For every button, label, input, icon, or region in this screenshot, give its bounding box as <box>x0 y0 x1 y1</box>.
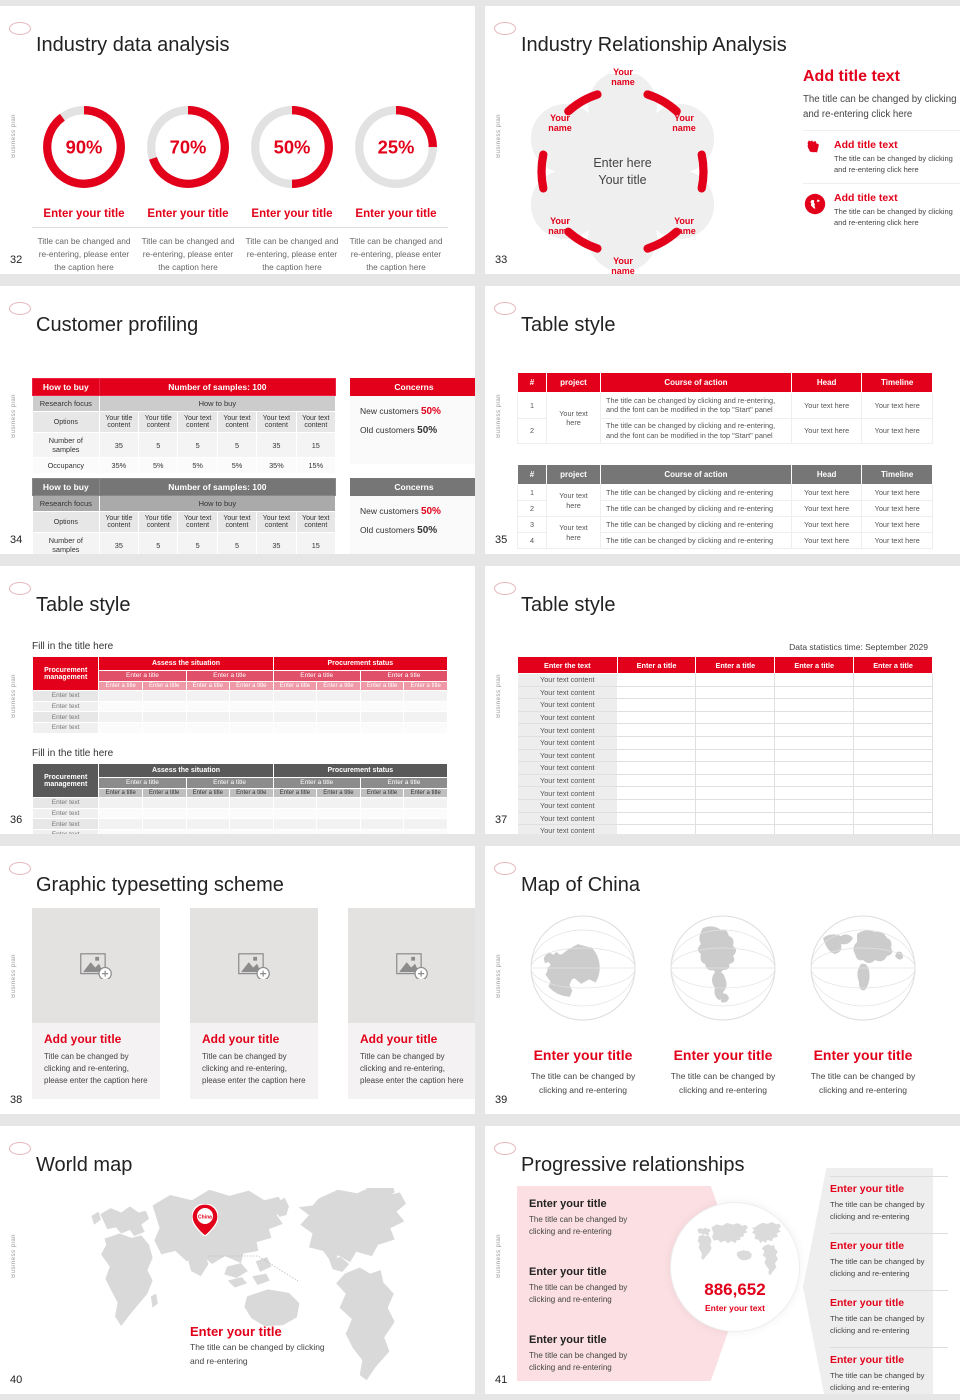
svg-text:70%: 70% <box>170 136 207 157</box>
svg-text:50%: 50% <box>274 136 311 157</box>
svg-text:90%: 90% <box>66 136 103 157</box>
svg-text:China: China <box>198 1215 212 1221</box>
svg-text:25%: 25% <box>378 136 415 157</box>
